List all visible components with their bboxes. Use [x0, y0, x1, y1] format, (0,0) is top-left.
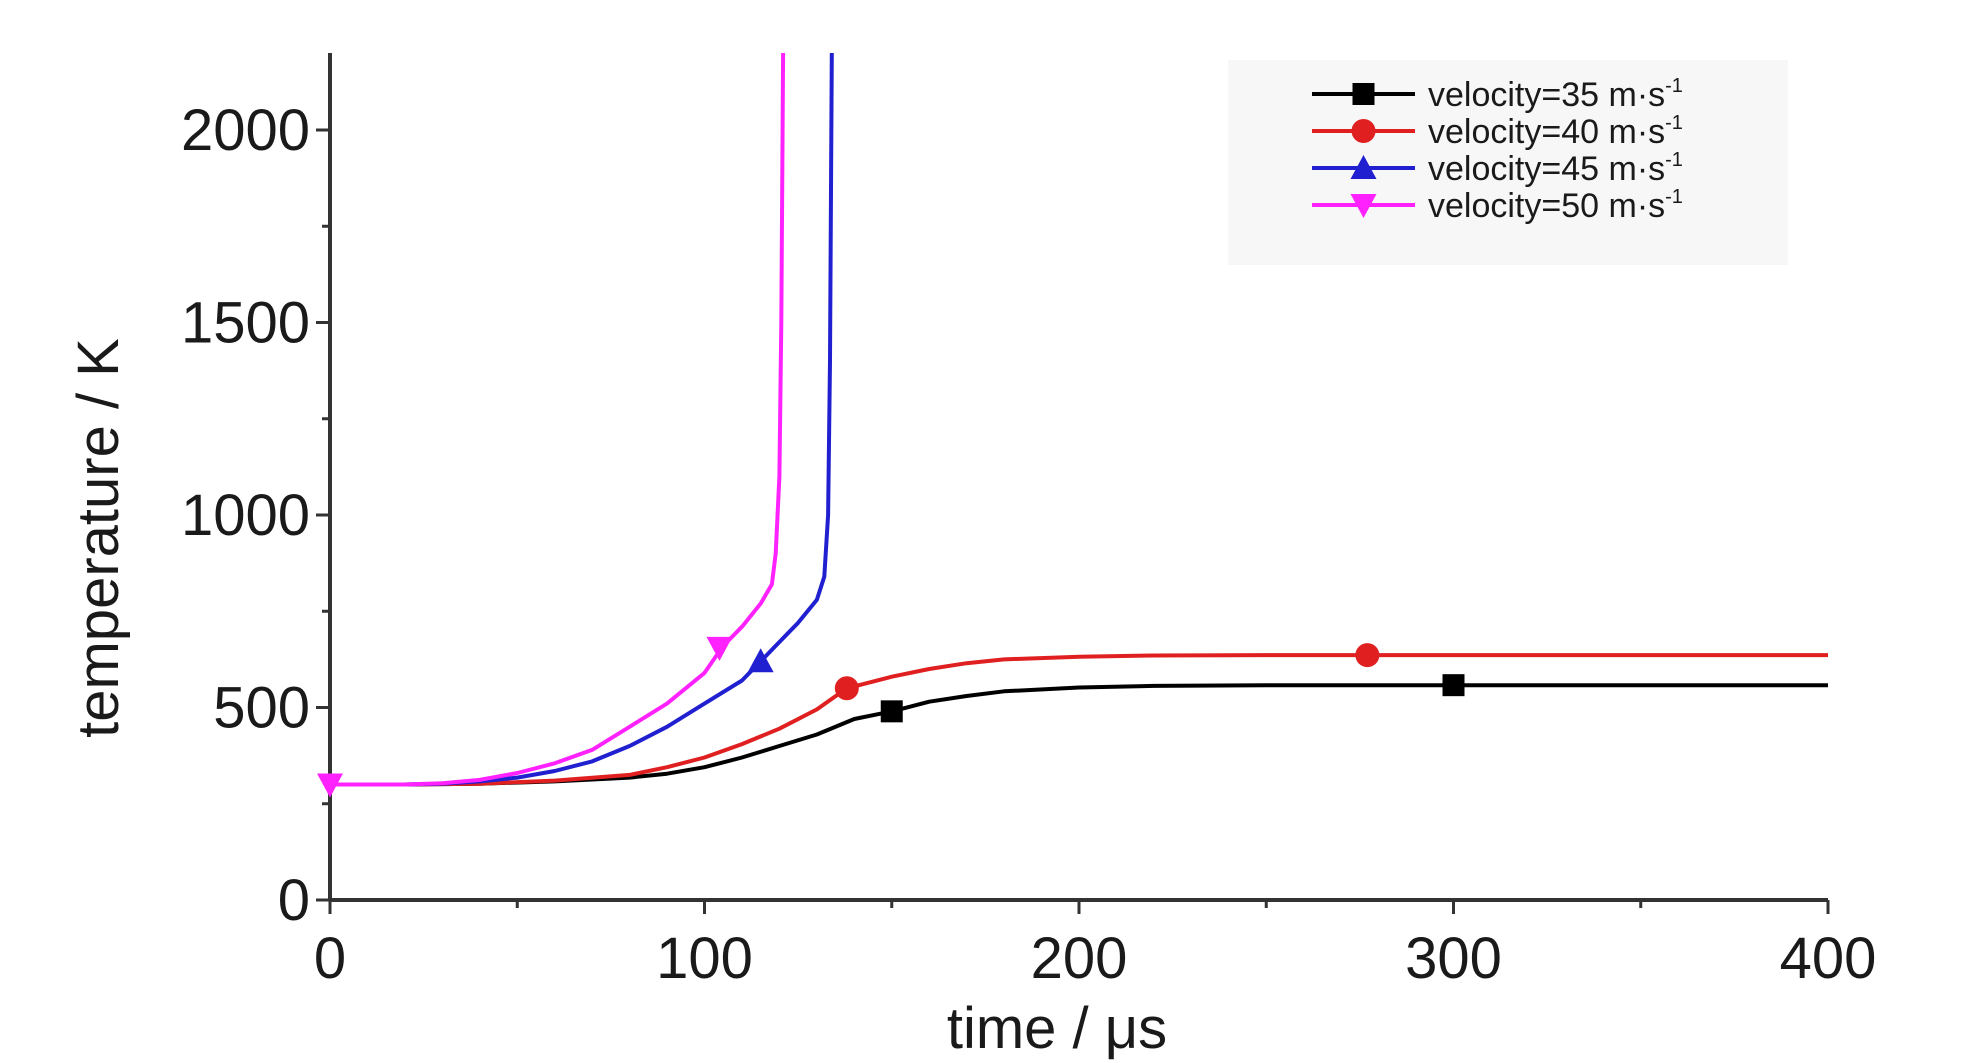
legend-marker-1 [1352, 83, 1375, 105]
x-tick-label: 100 [656, 926, 753, 991]
series-line-4 [330, 52, 786, 787]
x-axis-title: time / μs [947, 996, 1167, 1061]
series-marker-2 [834, 676, 859, 701]
legend-label-2: velocity=40 m·s-1 [1428, 112, 1683, 151]
x-tick-label: 400 [1780, 926, 1877, 991]
legend-label-superscript: -1 [1665, 149, 1683, 171]
series-marker-4 [706, 636, 733, 661]
y-tick-label: 2000 [181, 98, 310, 163]
legend-label-superscript: -1 [1665, 75, 1683, 97]
legend-marker-4 [1350, 194, 1377, 218]
series-markers [317, 636, 1465, 798]
series-lines [330, 52, 1828, 787]
y-axis-title: temperature / K [66, 338, 131, 738]
y-tick-label: 1000 [181, 483, 310, 548]
x-tick-label: 200 [1031, 926, 1128, 991]
series-marker-1 [880, 700, 903, 723]
legend-label-3: velocity=45 m·s-1 [1428, 149, 1683, 188]
series-marker-4 [317, 773, 343, 798]
series-marker-3 [747, 648, 774, 673]
legend-label-1: velocity=35 m·s-1 [1428, 75, 1683, 114]
legend-marker-3 [1350, 155, 1377, 179]
series-line-3 [330, 52, 834, 787]
y-tick-label: 0 [278, 868, 310, 933]
series-line-2 [330, 653, 1828, 787]
y-tick-label: 1500 [181, 291, 310, 356]
legend-marker-2 [1351, 119, 1376, 143]
legend-label-superscript: -1 [1665, 112, 1683, 134]
x-tick-label: 0 [314, 926, 346, 991]
x-tick-label: 300 [1405, 926, 1502, 991]
legend-label-4: velocity=50 m·s-1 [1428, 186, 1683, 225]
series-marker-2 [1355, 643, 1380, 668]
axes: 0 500 1000 1500 2000 0 100 200 300 400 [181, 53, 1876, 991]
series-marker-1 [1442, 674, 1465, 697]
legend-label-superscript: -1 [1665, 186, 1683, 208]
y-tick-label: 500 [213, 676, 310, 741]
